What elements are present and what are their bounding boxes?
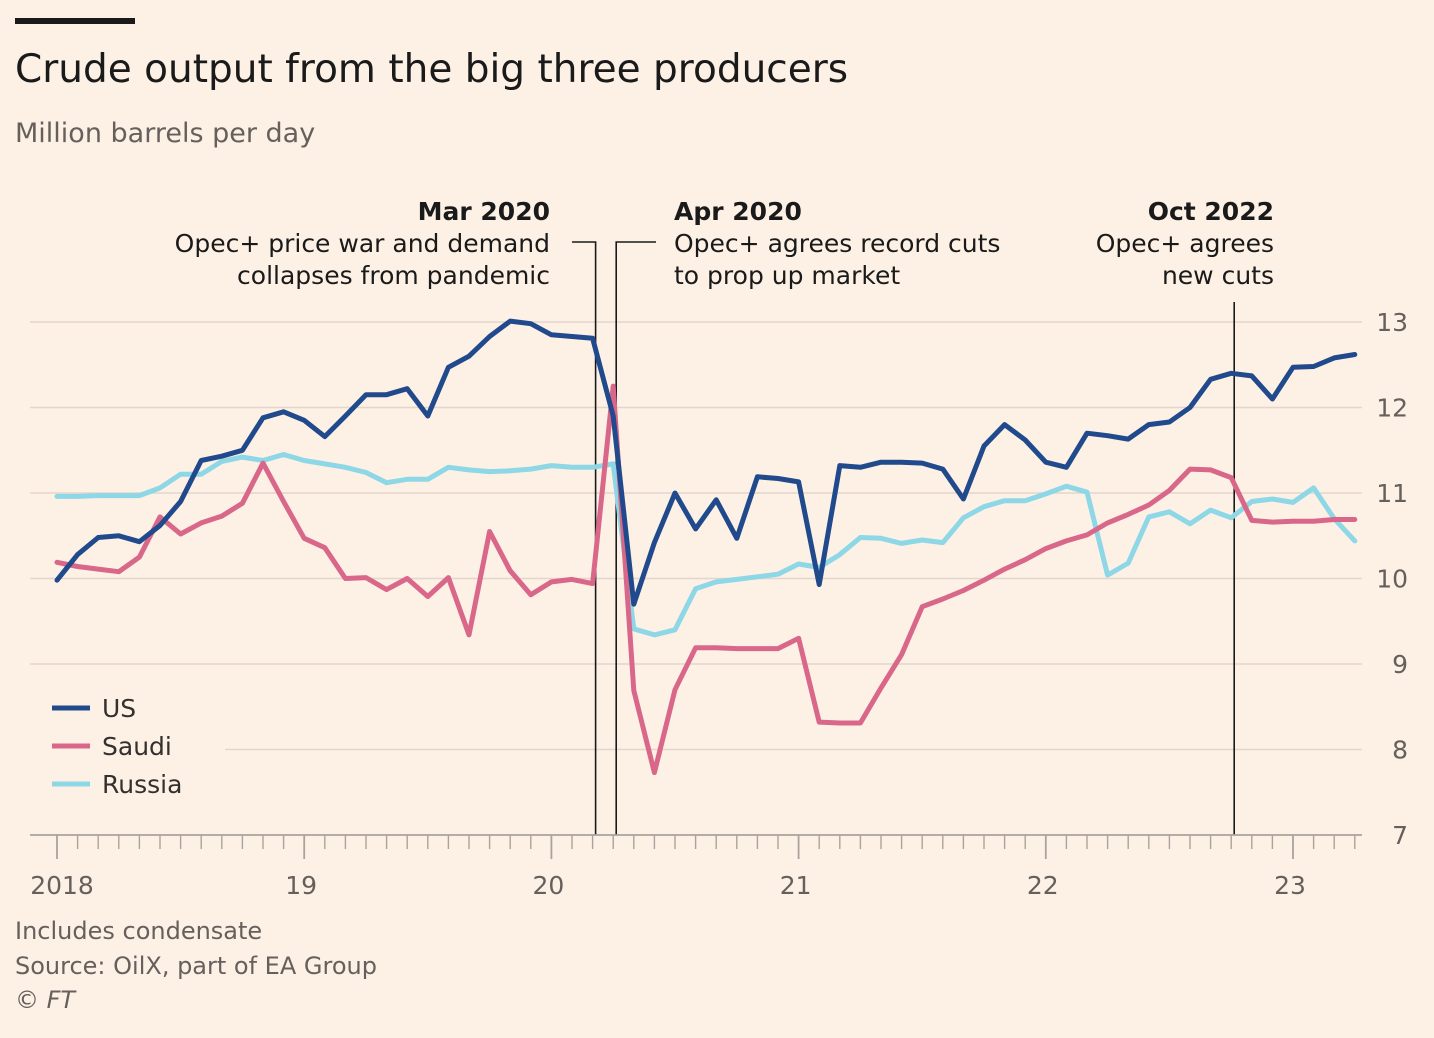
series-line-russia xyxy=(54,452,1358,638)
legend-label-us: US xyxy=(102,694,136,723)
y-tick-label: 11 xyxy=(1376,479,1408,508)
annotation-line-mar-2020 xyxy=(572,241,597,835)
series-line-us xyxy=(54,318,1358,607)
y-tick-label: 8 xyxy=(1392,736,1408,765)
annotation-line-apr-2020 xyxy=(615,241,656,835)
y-tick-label: 9 xyxy=(1392,650,1408,679)
y-tick-label: 7 xyxy=(1392,821,1408,850)
annotation-oct-2022-line-1: Opec+ agrees xyxy=(1096,229,1274,258)
y-tick-label: 10 xyxy=(1376,565,1408,594)
y-tick-label: 12 xyxy=(1376,394,1408,423)
x-axis: 2018 19 20 21 22 23 xyxy=(30,834,1362,900)
annotation-mar-2020-line-1: Opec+ price war and demand xyxy=(175,229,550,258)
x-tick-label: 22 xyxy=(1027,871,1059,900)
title-rule xyxy=(15,18,135,24)
annotation-mar-2020-line-2: collapses from pandemic xyxy=(237,261,550,290)
legend-label-russia: Russia xyxy=(102,770,182,799)
annotation-oct-2022-line-2: new cuts xyxy=(1162,261,1274,290)
annotation-oct-2022-heading: Oct 2022 xyxy=(1148,197,1274,226)
annotation-apr-2020-line-2: to prop up market xyxy=(674,261,900,290)
footer-note: Includes condensate xyxy=(15,917,262,945)
series-lines xyxy=(54,318,1358,776)
y-tick-label: 13 xyxy=(1376,308,1408,337)
footer-copyright: © FT xyxy=(15,986,77,1014)
x-tick-label: 20 xyxy=(532,871,564,900)
annotation-lines xyxy=(572,241,1235,835)
x-tick-label: 19 xyxy=(285,871,317,900)
annotation-mar-2020-heading: Mar 2020 xyxy=(418,197,550,226)
x-tick-label: 21 xyxy=(780,871,812,900)
y-axis-labels: 13 12 11 10 9 8 7 xyxy=(1376,308,1408,850)
x-tick-label: 2018 xyxy=(30,871,94,900)
footer-source: Source: OilX, part of EA Group xyxy=(15,952,377,980)
series-line-saudi xyxy=(54,383,1358,776)
legend-label-saudi: Saudi xyxy=(102,732,172,761)
chart-subtitle: Million barrels per day xyxy=(15,118,315,149)
chart-title: Crude output from the big three producer… xyxy=(15,47,848,92)
x-tick-label: 23 xyxy=(1274,871,1306,900)
gridlines xyxy=(30,321,1362,751)
legend: US Saudi Russia xyxy=(52,694,182,799)
annotation-apr-2020-heading: Apr 2020 xyxy=(674,197,802,226)
annotation-apr-2020-line-1: Opec+ agrees record cuts xyxy=(674,229,1000,258)
